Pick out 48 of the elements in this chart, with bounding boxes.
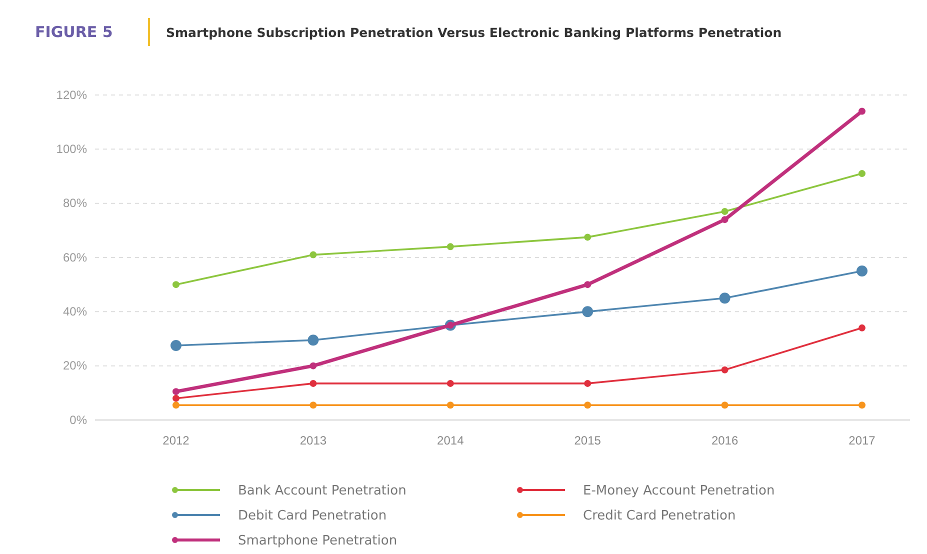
point xyxy=(721,216,728,224)
point xyxy=(310,380,317,387)
point xyxy=(858,324,866,332)
point xyxy=(584,380,592,387)
point xyxy=(582,306,594,318)
legend-label: Debit Card Penetration xyxy=(238,508,387,524)
y-tick-label: 60% xyxy=(62,250,88,264)
y-tick-label: 80% xyxy=(62,196,88,210)
x-tick-label: 2013 xyxy=(300,434,327,448)
point xyxy=(172,281,180,288)
point xyxy=(584,402,592,409)
point xyxy=(721,366,728,374)
point xyxy=(172,402,180,409)
point xyxy=(721,402,728,409)
point xyxy=(584,234,592,241)
point xyxy=(446,402,454,409)
chart-subtitle: Smartphone Subscription Penetration Versus Electronic Banking Platforms Penetration xyxy=(166,25,782,40)
point xyxy=(584,281,592,288)
legend-label: Bank Account Penetration xyxy=(238,484,406,498)
point xyxy=(446,380,454,387)
y-tick-label: 20% xyxy=(62,358,88,373)
point xyxy=(858,108,866,115)
x-tick-label: 2012 xyxy=(162,434,190,448)
chart-title: FIGURE 5 xyxy=(35,23,113,41)
point xyxy=(310,362,317,370)
y-tick-label: 120% xyxy=(56,88,88,102)
point xyxy=(172,394,180,402)
legend-label: Smartphone Penetration xyxy=(238,534,398,548)
legend-label: Credit Card Penetration xyxy=(583,508,736,524)
point xyxy=(446,243,454,250)
x-tick-label: 2016 xyxy=(711,434,738,448)
legend-label: E-Money Account Penetration xyxy=(583,484,775,498)
point xyxy=(308,334,319,346)
point xyxy=(310,402,317,409)
y-tick-label: 40% xyxy=(62,304,88,319)
point xyxy=(719,292,730,304)
point xyxy=(172,388,180,396)
x-tick-label: 2014 xyxy=(437,434,464,448)
point xyxy=(721,208,728,215)
y-tick-label: 100% xyxy=(56,142,88,156)
x-tick-label: 2017 xyxy=(848,434,876,448)
point xyxy=(856,266,868,277)
x-tick-label: 2015 xyxy=(574,434,602,448)
point xyxy=(310,251,317,258)
point xyxy=(170,340,182,352)
y-tick-label: 0% xyxy=(70,412,88,427)
point xyxy=(858,170,866,178)
point xyxy=(858,402,866,409)
